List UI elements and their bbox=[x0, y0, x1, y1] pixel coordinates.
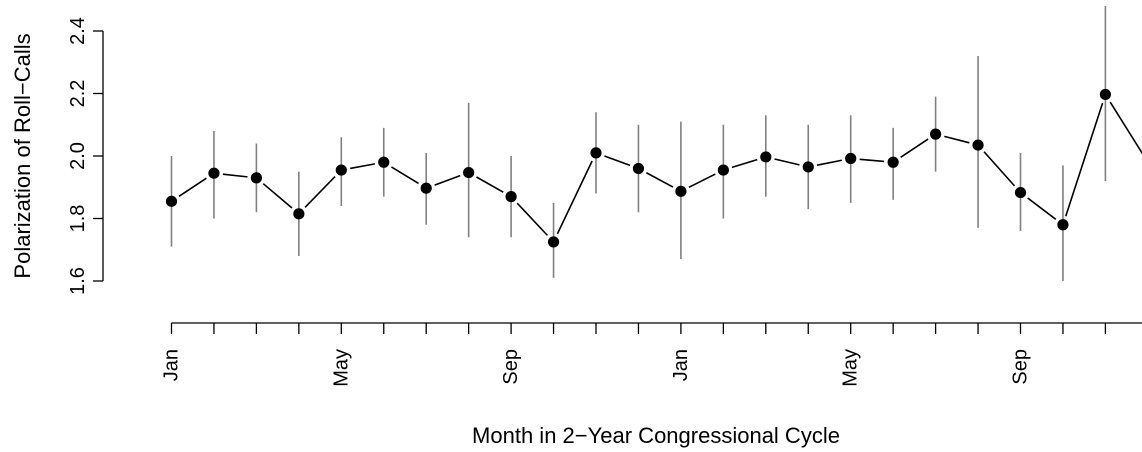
series-segment bbox=[816, 159, 843, 166]
data-point bbox=[463, 166, 475, 179]
data-point bbox=[208, 167, 220, 179]
series-segment bbox=[645, 172, 674, 188]
y-tick-label: 2.0 bbox=[67, 142, 89, 170]
series-segment bbox=[731, 158, 758, 169]
y-tick-label: 1.8 bbox=[67, 205, 89, 233]
series-segment bbox=[1064, 102, 1104, 217]
x-tick-label: May bbox=[330, 349, 352, 387]
data-point bbox=[802, 161, 814, 173]
x-tick-label: Jan bbox=[161, 349, 183, 381]
series-segment bbox=[304, 175, 336, 208]
series-segment bbox=[604, 155, 631, 167]
y-axis: 1.6 1.8 2.0 2.2 2.4 bbox=[67, 17, 104, 295]
series-segment bbox=[556, 160, 593, 235]
data-point bbox=[547, 236, 560, 248]
data-point bbox=[420, 182, 432, 194]
series-segment bbox=[391, 166, 419, 185]
error-bars bbox=[170, 6, 1107, 281]
data-point bbox=[845, 152, 857, 165]
data-point bbox=[887, 156, 899, 168]
series-segment bbox=[350, 163, 376, 170]
series-segment bbox=[1027, 197, 1057, 220]
data-point bbox=[590, 147, 602, 159]
series-segment bbox=[688, 173, 716, 188]
data-point bbox=[717, 164, 729, 176]
y-axis-title: Polarization of Roll−Calls bbox=[10, 33, 35, 278]
data-point bbox=[930, 128, 942, 140]
series-segment bbox=[859, 158, 885, 163]
series-segment bbox=[262, 183, 293, 209]
x-tick-label: Sep bbox=[1010, 349, 1032, 385]
data-points bbox=[165, 88, 1111, 248]
x-tick-label: Jan bbox=[670, 349, 692, 381]
data-point bbox=[250, 172, 262, 184]
data-point bbox=[165, 195, 178, 207]
data-point bbox=[505, 191, 517, 203]
data-point bbox=[293, 208, 305, 220]
series-segment bbox=[476, 176, 504, 193]
y-tick-label: 1.6 bbox=[67, 267, 89, 295]
series-segment bbox=[900, 138, 929, 158]
series-segment bbox=[1109, 101, 1142, 155]
series-line bbox=[178, 101, 1142, 236]
x-tick-label: Sep bbox=[500, 349, 522, 385]
series-segment bbox=[516, 202, 548, 236]
x-axis-title: Month in 2−Year Congressional Cycle bbox=[472, 423, 840, 448]
series-segment bbox=[178, 177, 207, 198]
x-tick-label: May bbox=[840, 349, 862, 387]
data-point bbox=[760, 151, 772, 163]
data-point bbox=[335, 164, 347, 176]
data-point bbox=[1014, 186, 1027, 199]
data-point bbox=[1099, 88, 1111, 101]
data-point bbox=[972, 139, 984, 151]
series-segment bbox=[434, 174, 461, 186]
series-segment bbox=[774, 158, 800, 166]
series-segment bbox=[983, 151, 1016, 187]
series-segment bbox=[222, 173, 248, 178]
data-point bbox=[1057, 219, 1069, 231]
series-segment bbox=[944, 135, 970, 144]
x-axis: Jan May Sep Jan May Sep bbox=[161, 322, 1142, 387]
data-point bbox=[632, 162, 645, 175]
y-tick-label: 2.2 bbox=[67, 80, 89, 108]
data-point bbox=[378, 156, 390, 168]
y-tick-label: 2.4 bbox=[67, 17, 89, 45]
data-point bbox=[675, 185, 687, 197]
